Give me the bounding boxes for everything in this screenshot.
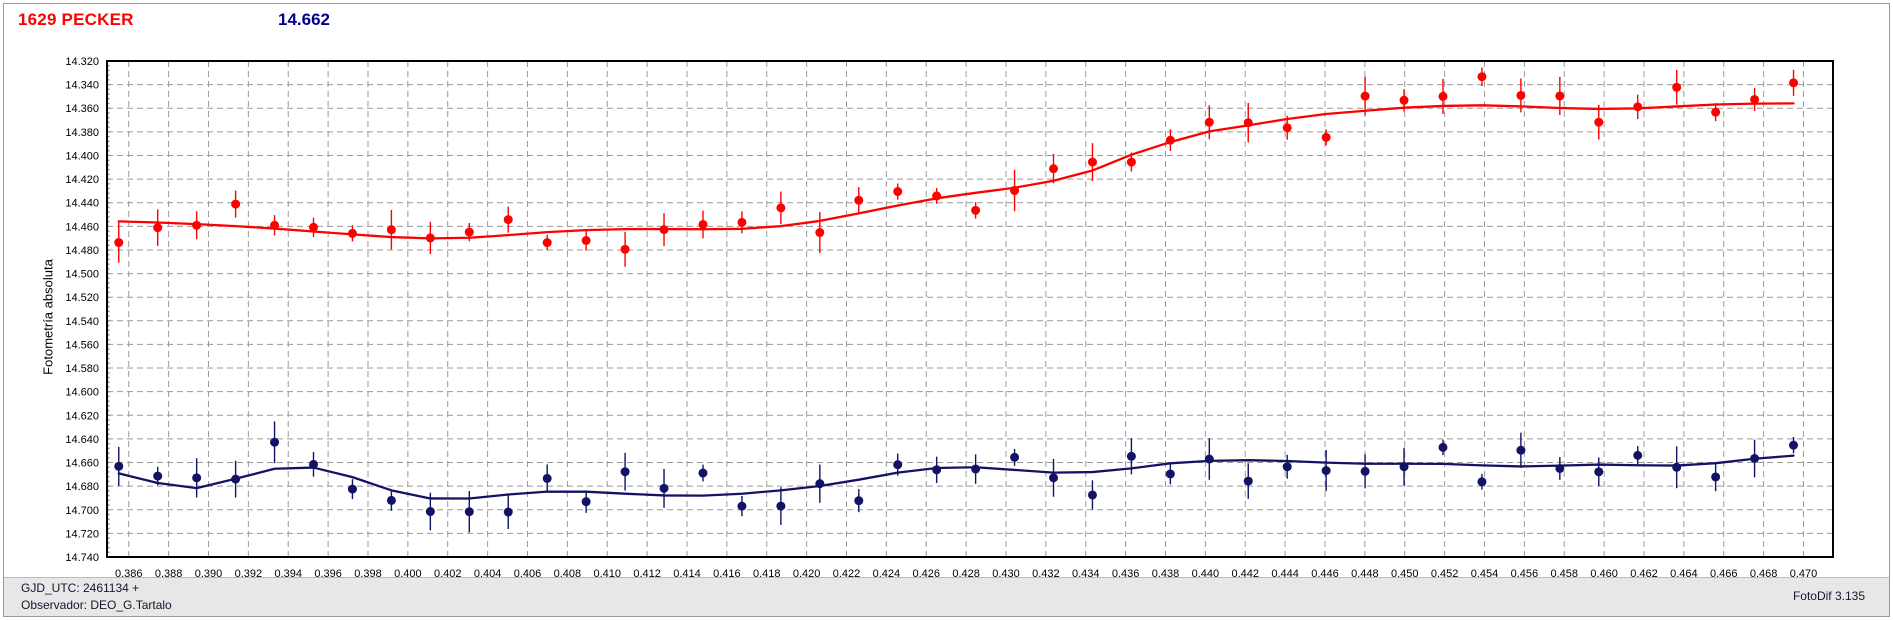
svg-text:14.320: 14.320: [65, 56, 99, 68]
svg-text:14.500: 14.500: [65, 269, 99, 281]
svg-text:14.680: 14.680: [65, 481, 99, 493]
svg-text:14.660: 14.660: [65, 458, 99, 470]
svg-text:14.740: 14.740: [65, 552, 99, 564]
svg-text:14.600: 14.600: [65, 387, 99, 399]
svg-text:14.340: 14.340: [65, 80, 99, 92]
svg-text:14.620: 14.620: [65, 410, 99, 422]
svg-text:14.360: 14.360: [65, 103, 99, 115]
svg-text:14.480: 14.480: [65, 245, 99, 257]
svg-text:14.580: 14.580: [65, 363, 99, 375]
svg-text:14.460: 14.460: [65, 221, 99, 233]
svg-text:14.400: 14.400: [65, 150, 99, 162]
svg-text:14.440: 14.440: [65, 198, 99, 210]
svg-text:14.420: 14.420: [65, 174, 99, 186]
svg-text:14.520: 14.520: [65, 292, 99, 304]
svg-text:14.720: 14.720: [65, 528, 99, 540]
svg-text:14.540: 14.540: [65, 316, 99, 328]
svg-text:14.560: 14.560: [65, 339, 99, 351]
svg-text:14.700: 14.700: [65, 505, 99, 517]
svg-text:14.640: 14.640: [65, 434, 99, 446]
svg-text:14.380: 14.380: [65, 127, 99, 139]
